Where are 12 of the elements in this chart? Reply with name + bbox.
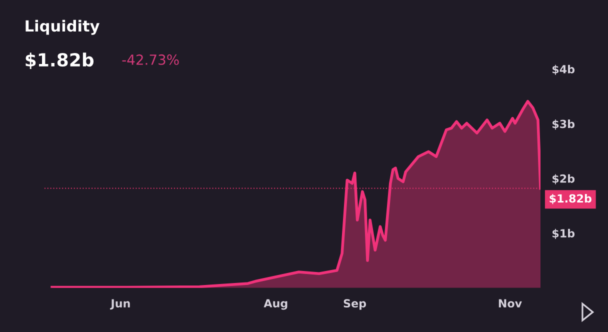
- y-tick-label: $1b: [552, 228, 575, 239]
- x-tick-label: Nov: [498, 299, 522, 308]
- y-tick-label: $4b: [552, 64, 575, 75]
- chart-subtitle: $1.82b: [26, 52, 94, 70]
- ref-line-label: $1.82b: [550, 194, 592, 204]
- chart-title: Liquidity: [26, 20, 100, 35]
- x-tick-label: Jun: [110, 299, 130, 310]
- y-tick-label: $2b: [552, 174, 575, 184]
- x-tick-label: Aug: [264, 299, 288, 310]
- text: -42.73%: [122, 54, 179, 65]
- y-tick-label: $3b: [552, 120, 575, 130]
- x-tick-label: Sep: [344, 299, 366, 310]
